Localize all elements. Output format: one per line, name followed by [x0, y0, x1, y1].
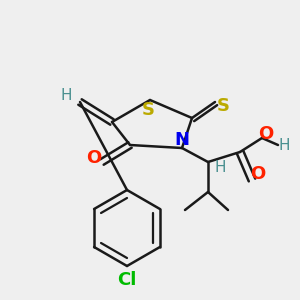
Text: H: H [278, 137, 290, 152]
Text: H: H [60, 88, 72, 104]
Text: S: S [142, 101, 154, 119]
Text: H: H [214, 160, 226, 175]
Text: S: S [217, 97, 230, 115]
Text: N: N [175, 131, 190, 149]
Text: O: O [258, 125, 274, 143]
Text: Cl: Cl [117, 271, 137, 289]
Text: O: O [86, 149, 102, 167]
Text: O: O [250, 165, 266, 183]
